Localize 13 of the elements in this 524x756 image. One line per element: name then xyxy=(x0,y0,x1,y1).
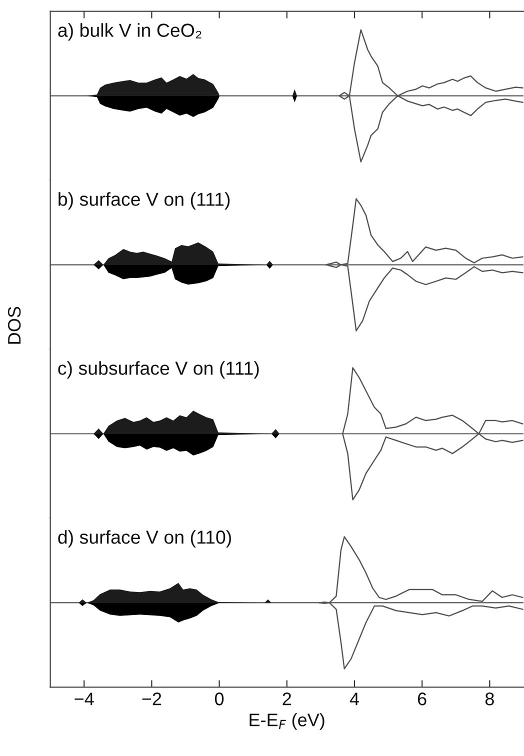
chart-title: d) surface V on (110) xyxy=(58,530,231,548)
chart-title: c) subsurface V on (111) xyxy=(58,361,259,379)
x-tick-label: 4 xyxy=(350,692,359,706)
chart-title: a) bulk V in CeO₂ xyxy=(58,23,202,41)
x-tick-label: −2 xyxy=(142,692,162,706)
x-tick-label: 2 xyxy=(282,692,292,706)
chart-title: b) surface V on (111) xyxy=(58,192,230,210)
x-tick-label: 6 xyxy=(418,692,426,706)
y-axis-title: DOS xyxy=(8,306,21,344)
x-tick-label: 0 xyxy=(214,692,224,706)
x-tick-label: −4 xyxy=(74,692,94,706)
x-axis-title: E-E$_{F}$ (eV) xyxy=(250,713,324,730)
x-tick-label: 8 xyxy=(485,692,494,706)
